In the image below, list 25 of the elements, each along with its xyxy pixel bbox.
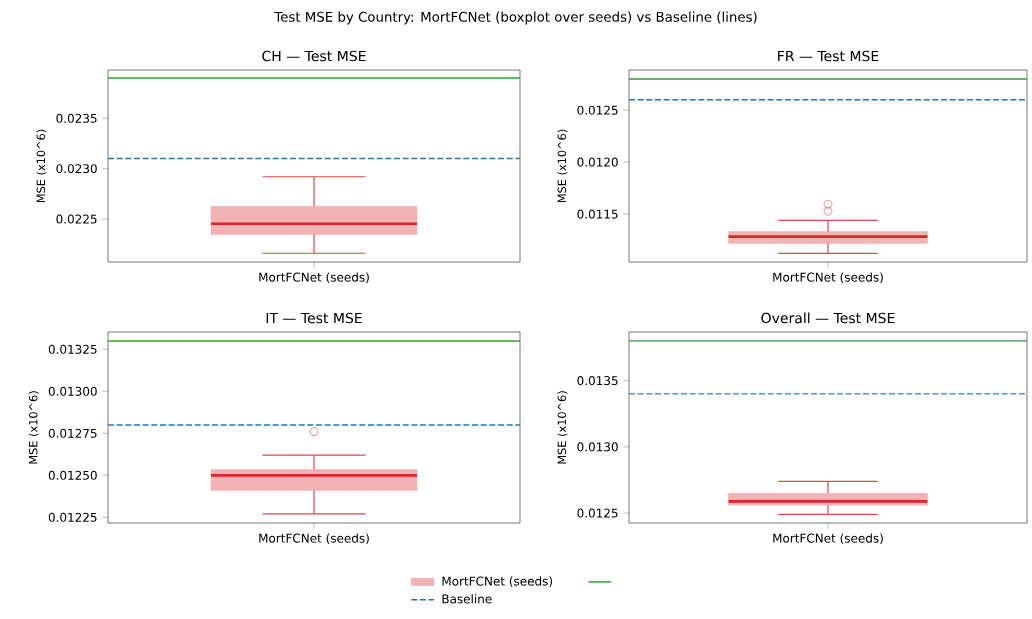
legend-label: MortFCNet (seeds) (442, 576, 553, 588)
y-tick-label: 0.0125 (577, 105, 618, 115)
y-tick-label: 0.01275 (48, 428, 97, 438)
y-tick-label: 0.01250 (48, 470, 97, 480)
y-tick-label: 0.0125 (577, 508, 618, 518)
y-axis-title: MSE (x10^6) (557, 129, 568, 203)
y-tick-label: 0.0115 (577, 209, 618, 219)
y-tick-label: 0.0225 (56, 214, 97, 224)
chart-title: FR — Test MSE (778, 50, 879, 62)
y-axis-title: MSE (x10^6) (36, 129, 47, 203)
chart-title: CH — Test MSE (262, 50, 366, 62)
text: Test MSE by Country: MortFCNet (boxplot over seeds) vs Baseline (lines) (274, 11, 757, 25)
y-axis-title: MSE (x10^6) (557, 391, 568, 464)
y-axis-title: MSE (x10^6) (28, 391, 39, 464)
y-tick-label: 0.01325 (48, 344, 97, 354)
y-tick-label: 0.0135 (577, 376, 618, 386)
y-tick-label: 0.0130 (577, 442, 618, 452)
y-tick-label: 0.0235 (56, 113, 97, 123)
y-tick-label: 0.01225 (48, 512, 97, 522)
y-tick-label: 0.01300 (48, 386, 97, 396)
legend-label: Baseline (442, 594, 492, 604)
chart-title: IT — Test MSE (266, 312, 362, 324)
y-tick-label: 0.0120 (577, 157, 618, 167)
chart-title: Overall — Test MSE (761, 312, 895, 324)
y-tick-label: 0.0230 (56, 164, 97, 174)
